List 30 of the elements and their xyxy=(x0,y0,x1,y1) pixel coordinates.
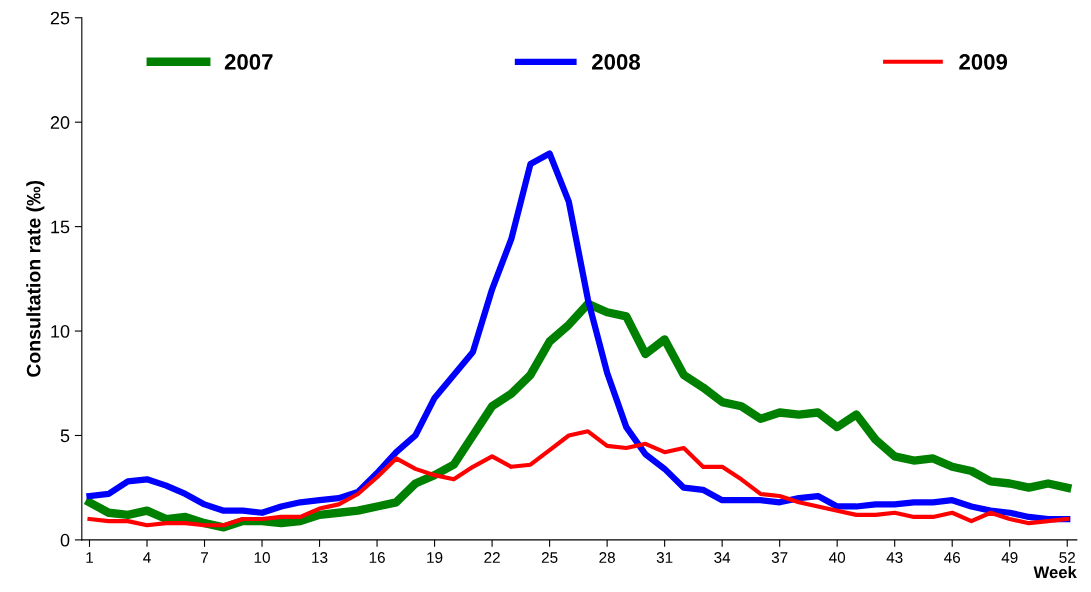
legend-label: 2008 xyxy=(592,54,641,70)
y-axis-title: Consultation rate (‰) xyxy=(26,180,45,377)
y-tick-label: 20 xyxy=(50,116,70,129)
y-tick-label: 25 xyxy=(50,11,70,25)
x-tick-label: 40 xyxy=(829,552,846,563)
x-tick-label: 19 xyxy=(427,552,443,563)
line-series xyxy=(87,429,1070,528)
x-tick-label: 46 xyxy=(944,552,961,563)
y-tick-label: 0 xyxy=(60,533,70,547)
legend-label: 2009 xyxy=(959,54,1008,70)
x-tick-label: 13 xyxy=(312,552,328,563)
x-tick-label: 34 xyxy=(714,552,731,563)
x-tick-label: 7 xyxy=(201,552,208,563)
x-tick-label: 52 xyxy=(1059,552,1075,563)
x-tick-label: 1 xyxy=(86,552,93,563)
x-tick-label: 43 xyxy=(886,552,903,563)
x-tick-label: 22 xyxy=(484,552,500,563)
legend-label: 2007 xyxy=(224,54,273,70)
x-tick-label: 4 xyxy=(143,552,151,563)
x-tick-label: 16 xyxy=(369,552,385,563)
x-tick-label: 28 xyxy=(599,552,615,563)
x-tick-label: 31 xyxy=(656,552,673,563)
y-tick-label: 5 xyxy=(60,429,70,443)
y-tick-label: 10 xyxy=(51,324,70,338)
x-tick-label: 37 xyxy=(771,552,788,563)
x-axis-title: Week xyxy=(1033,565,1077,579)
y-tick-label: 15 xyxy=(51,220,70,234)
x-tick-label: 25 xyxy=(541,552,558,563)
x-tick-label: 10 xyxy=(254,552,270,563)
x-tick-label: 49 xyxy=(1001,552,1018,563)
